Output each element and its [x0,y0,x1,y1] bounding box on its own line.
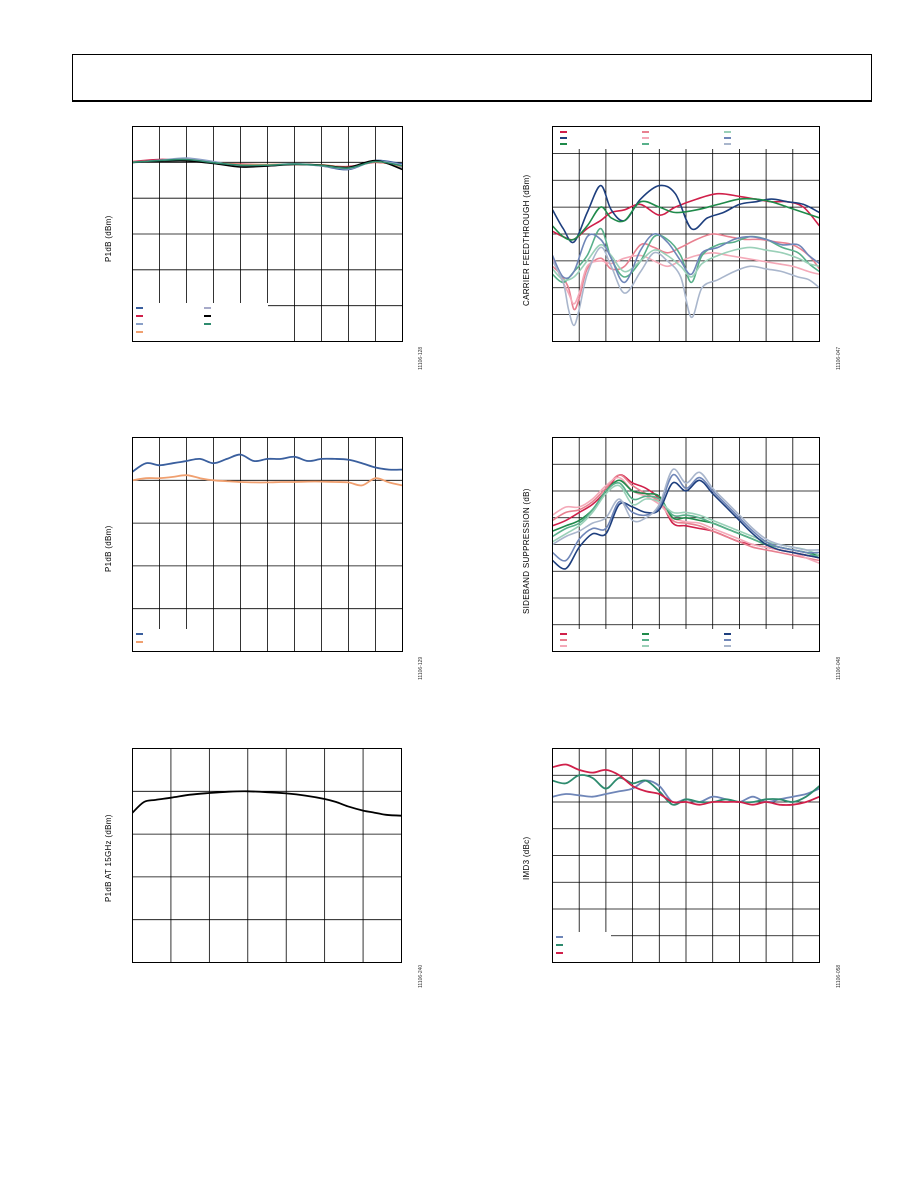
page-header-box [72,54,872,102]
series-line [132,474,403,487]
series-line [132,158,403,169]
figure-number: 11106-129 [418,656,424,680]
series-line [552,246,820,327]
chart-ylabel: P1dB (dBm) [104,215,113,262]
series-line [132,790,402,817]
figure-number: 11106-058 [836,964,842,988]
series-line [552,763,820,806]
chart-svg [132,748,402,963]
series-line [552,227,820,284]
series-line [552,184,820,244]
figure-number: 11106-047 [836,346,842,370]
chart-sideband-suppression [552,437,820,652]
chart-svg [552,748,820,963]
legend-box [133,629,191,651]
plot-frame [132,748,402,963]
chart-carrier-feedthrough [552,126,820,342]
chart-ylabel: P1dB (dBm) [104,525,113,572]
plot-frame [132,437,403,652]
series-line [552,468,820,551]
chart-svg [132,126,403,342]
legend-box [553,629,795,651]
series-line [552,232,820,284]
chart-svg [132,437,403,652]
chart-svg [552,126,820,342]
series-line [552,479,820,570]
chart-p1db-15ghz [132,748,402,963]
chart-p1db-two [132,437,403,652]
plot-frame [132,126,403,342]
chart-ylabel: CARRIER FEEDTHROUGH (dBm) [522,174,531,306]
chart-ylabel: SIDEBAND SUPPRESSION (dB) [522,488,531,614]
chart-svg [552,437,820,652]
series-line [132,453,403,473]
series-line [552,243,820,282]
figure-number: 11106-048 [836,656,842,680]
legend-box [553,127,795,149]
chart-ylabel: P1dB AT 15GHz (dBm) [104,814,113,902]
series-line [552,473,820,562]
plot-frame [552,126,820,342]
series-line [552,197,820,241]
figure-number: 11106-240 [418,964,424,988]
plot-frame [552,437,820,652]
figure-number: 11106-128 [418,346,424,370]
legend-box [133,303,268,341]
plot-frame [552,748,820,963]
series-line [552,474,820,562]
series-line [552,774,820,806]
series-line [552,252,820,305]
chart-imd3 [552,748,820,963]
chart-ylabel: IMD3 (dBc) [522,836,531,880]
chart-p1db-supply [132,126,403,342]
